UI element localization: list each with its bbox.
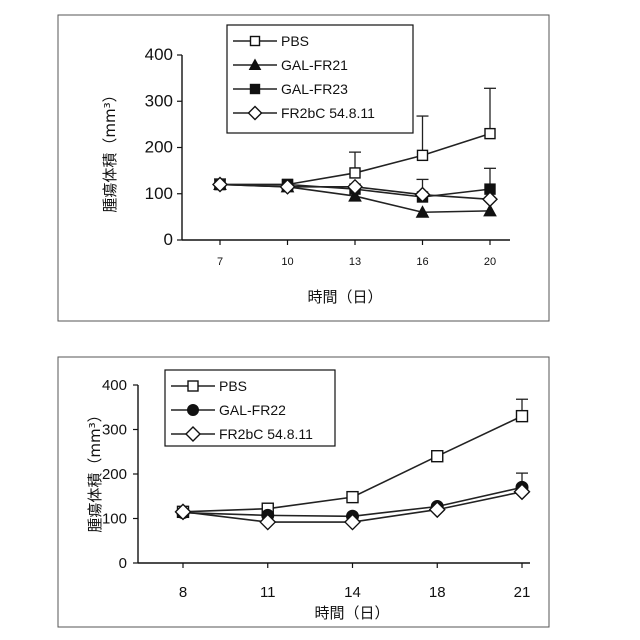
y-tick-label: 400 [145, 45, 173, 64]
legend-label: GAL-FR23 [281, 81, 348, 97]
data-point-marker [347, 492, 358, 503]
legend-label: FR2bC 54.8.11 [281, 105, 375, 121]
y-tick-label: 100 [145, 184, 173, 203]
y-axis-label: 腫瘍体積（mm³） [101, 87, 119, 212]
y-tick-label: 300 [102, 422, 127, 439]
y-tick-label: 100 [102, 511, 127, 528]
x-tick-label: 14 [344, 584, 361, 601]
x-tick-label: 20 [484, 256, 496, 268]
legend-label: FR2bC 54.8.11 [219, 426, 313, 442]
data-point-marker [188, 381, 198, 391]
x-tick-label: 11 [260, 584, 276, 601]
x-tick-label: 7 [217, 256, 223, 268]
data-point-marker [418, 150, 428, 160]
y-tick-label: 200 [102, 466, 127, 483]
x-tick-label: 8 [179, 584, 187, 601]
tumor-volume-chart-top: PBS GAL-FR21 GAL-FR23 FR2bC 54.8.11 0 100 200… [58, 15, 549, 321]
data-point-marker [251, 37, 260, 46]
y-tick-label: 200 [145, 138, 173, 157]
legend: PBS GAL-FR21 GAL-FR23 FR2bC 54.8.11 [227, 25, 413, 133]
tumor-volume-chart-bottom: PBS GAL-FR22 FR2bC 54.8.11 0 100 200 300 400 8 1… [58, 357, 549, 627]
x-tick-label: 18 [429, 584, 446, 601]
x-tick-label: 21 [514, 584, 531, 601]
x-tick-label: 10 [281, 256, 293, 268]
data-point-marker [251, 85, 260, 94]
legend: PBS GAL-FR22 FR2bC 54.8.11 [165, 370, 335, 446]
y-axis-label: 腫瘍体積（mm³） [86, 407, 104, 532]
x-axis-label: 時間（日） [307, 288, 382, 306]
y-tick-label: 400 [102, 377, 127, 394]
data-point-marker [485, 129, 495, 139]
y-tick-label: 0 [164, 230, 173, 249]
x-axis-label: 時間（日） [314, 604, 389, 622]
legend-label: PBS [219, 378, 247, 394]
data-point-marker [188, 405, 199, 416]
series-fr2bc-54-8-11 [213, 178, 497, 207]
legend-label: GAL-FR21 [281, 57, 348, 73]
x-tick-label: 13 [349, 256, 361, 268]
data-point-marker [432, 451, 443, 462]
legend-label: GAL-FR22 [219, 402, 286, 418]
data-point-marker [350, 168, 360, 178]
legend-label: PBS [281, 33, 309, 49]
y-tick-label: 300 [145, 91, 173, 110]
y-tick-label: 0 [119, 555, 127, 572]
x-tick-label: 16 [416, 256, 428, 268]
data-point-marker [517, 411, 528, 422]
